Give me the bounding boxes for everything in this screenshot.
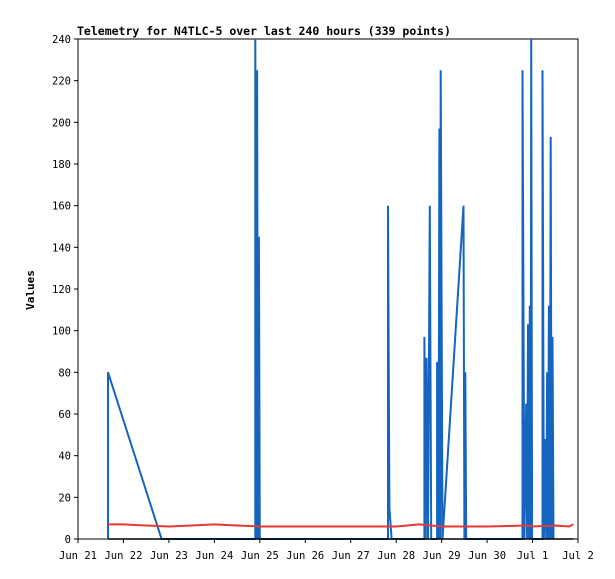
y-tick-label: 200 bbox=[52, 117, 71, 129]
x-axis: Jun 21 Jun 22 Jun 23 Jun 24 Jun 25 Jun 26 Jun … bbox=[59, 539, 594, 562]
x-tick-label: Jun 30 bbox=[468, 550, 506, 562]
plot-frame bbox=[77, 38, 579, 540]
y-tick-label: 180 bbox=[52, 159, 71, 171]
x-tick-label: Jun 23 bbox=[150, 550, 188, 562]
y-tick-label: 140 bbox=[52, 242, 71, 254]
x-tick-label: Jun 22 bbox=[104, 550, 142, 562]
x-tick-label: Jun 24 bbox=[195, 550, 233, 562]
y-axis: 0 20 40 60 80 100 120 140 160 180 200 220 240 bbox=[52, 34, 78, 546]
x-tick-label: Jun 27 bbox=[332, 550, 370, 562]
series-red-line bbox=[108, 523, 574, 528]
x-tick-label: Jun 26 bbox=[286, 550, 324, 562]
plot-area bbox=[107, 38, 574, 540]
y-tick-label: 60 bbox=[58, 409, 71, 421]
y-tick-label: 240 bbox=[52, 34, 71, 46]
y-tick-label: 220 bbox=[52, 76, 71, 88]
y-tick-label: 0 bbox=[65, 534, 71, 546]
x-tick-label: Jun 28 bbox=[377, 550, 415, 562]
chart-title: Telemetry for N4TLC-5 over last 240 hour… bbox=[77, 24, 451, 38]
x-tick-label: Jul 1 bbox=[517, 550, 549, 562]
y-tick-label: 160 bbox=[52, 201, 71, 213]
y-tick-label: 80 bbox=[58, 367, 71, 379]
y-tick-label: 100 bbox=[52, 326, 71, 338]
series-blue-line bbox=[107, 38, 555, 540]
x-tick-label: Jun 25 bbox=[241, 550, 279, 562]
y-tick-label: 120 bbox=[52, 284, 71, 296]
y-tick-label: 40 bbox=[58, 451, 71, 463]
x-tick-label: Jun 29 bbox=[423, 550, 461, 562]
x-tick-label: Jul 2 bbox=[562, 550, 594, 562]
x-tick-label: Jun 21 bbox=[59, 550, 97, 562]
y-axis-label: Values bbox=[24, 270, 37, 310]
y-tick-label: 20 bbox=[58, 492, 71, 504]
